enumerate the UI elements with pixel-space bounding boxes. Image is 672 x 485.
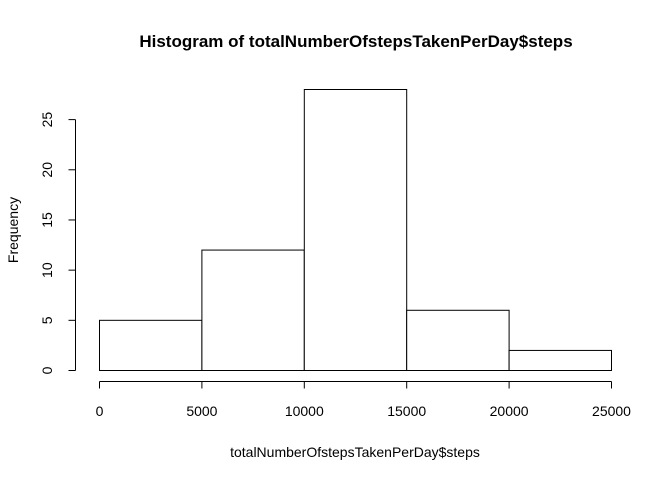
y-tick-label: 10 xyxy=(39,262,55,278)
y-axis-label: Frequency xyxy=(5,197,21,263)
x-tick-label: 5000 xyxy=(186,403,217,419)
bars-group xyxy=(99,89,613,372)
histogram-bar-2 xyxy=(201,249,305,371)
x-axis: 0 5000 10000 15000 20000 25000 xyxy=(96,381,631,419)
y-tick-label: 0 xyxy=(39,366,55,374)
x-tick-label: 25000 xyxy=(592,403,631,419)
histogram-bar-5 xyxy=(508,349,613,371)
x-tick-label: 0 xyxy=(96,403,104,419)
y-tick-label: 25 xyxy=(39,112,55,128)
x-tick-label: 15000 xyxy=(387,403,426,419)
y-axis: 0 5 10 15 20 25 xyxy=(39,112,76,374)
histogram-bar-1 xyxy=(99,319,203,372)
x-tick-label: 10000 xyxy=(285,403,324,419)
histogram-bar-3 xyxy=(303,89,408,371)
y-tick-label: 5 xyxy=(39,316,55,324)
chart-title: Histogram of totalNumberOfstepsTakenPerD… xyxy=(139,32,572,51)
y-tick-label: 20 xyxy=(39,162,55,178)
y-tick-label: 15 xyxy=(39,212,55,228)
x-axis-label: totalNumberOfstepsTakenPerDay$steps xyxy=(230,444,480,460)
x-tick-label: 20000 xyxy=(490,403,529,419)
histogram-bar-4 xyxy=(406,309,510,371)
